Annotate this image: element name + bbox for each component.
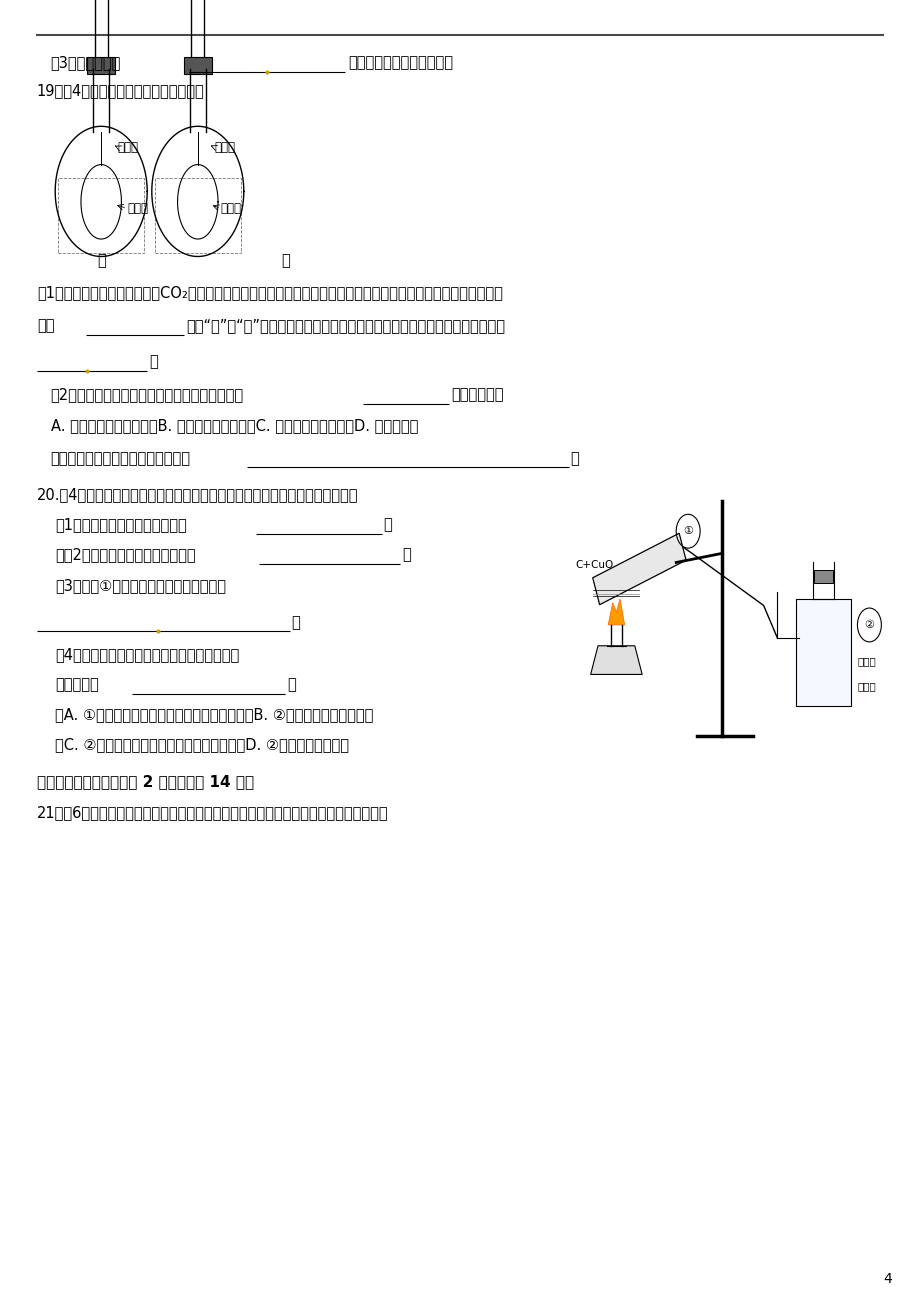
Polygon shape xyxy=(590,646,641,674)
Text: （1）酒精灯上加一网罩的作用是: （1）酒精灯上加一网罩的作用是 xyxy=(55,517,187,533)
Text: 。: 。 xyxy=(287,677,296,693)
Text: 乙: 乙 xyxy=(280,253,289,268)
Text: ②: ② xyxy=(864,620,873,630)
Text: A. ①中黑色粉末变成红色　　　　　　　　　B. ②中澄清的石灰水变浑濁: A. ①中黑色粉末变成红色 B. ②中澄清的石灰水变浑濁 xyxy=(55,707,373,723)
Polygon shape xyxy=(607,599,624,625)
Text: C+CuO: C+CuO xyxy=(574,560,613,570)
Text: （填序号）: （填序号） xyxy=(55,677,99,693)
Polygon shape xyxy=(592,534,686,604)
Text: 21．（6分）用集气瓶可以完成多种实验。请根据如下实验装置示意图，回答有关问题：: 21．（6分）用集气瓶可以完成多种实验。请根据如下实验装置示意图，回答有关问题： xyxy=(37,805,388,820)
Text: ；: ； xyxy=(149,354,158,370)
Text: 反应（填基本反应类型）。: 反应（填基本反应类型）。 xyxy=(347,55,452,70)
Text: 。: 。 xyxy=(570,450,579,466)
Text: 石灰水: 石灰水 xyxy=(857,681,875,691)
Text: （4）最能说明试管中反应已完成的实验现象是: （4）最能说明试管中反应已完成的实验现象是 xyxy=(55,647,239,663)
Text: 看到: 看到 xyxy=(37,318,54,333)
Text: 20.（4分）如图为用过量的木炭还原氧化铜的实验装置。请回答下列有关问题：: 20.（4分）如图为用过量的木炭还原氧化铜的实验装置。请回答下列有关问题： xyxy=(37,487,357,503)
Text: （1）在甲、乙两个充满干燥的CO₂气体的烧瓶中，甲中滴加澄清的石灰水，乙中滴加等体积等浓度的氯氧化钓溶液，: （1）在甲、乙两个充满干燥的CO₂气体的烧瓶中，甲中滴加澄清的石灰水，乙中滴加等… xyxy=(37,285,502,301)
Text: 小气球: 小气球 xyxy=(221,202,242,215)
Text: （3）写出①中发生的反应的化学方程式是: （3）写出①中发生的反应的化学方程式是 xyxy=(55,578,226,594)
Text: （填序号），: （填序号）， xyxy=(450,387,503,402)
Text: ；: ； xyxy=(291,615,301,630)
Polygon shape xyxy=(184,57,211,74)
Text: 小气球: 小气球 xyxy=(127,202,148,215)
Text: C. ②中还有气泡冒出　　　　　　　　　　D. ②中不再有气泡冒出: C. ②中还有气泡冒出 D. ②中不再有气泡冒出 xyxy=(55,737,349,753)
Polygon shape xyxy=(87,57,115,74)
Text: 三、实验题（本大题包括 2 个小题，共 14 分）: 三、实验题（本大题包括 2 个小题，共 14 分） xyxy=(37,773,254,789)
Text: ；: ； xyxy=(402,547,411,562)
Polygon shape xyxy=(813,570,832,583)
Text: 澄清的: 澄清的 xyxy=(857,656,875,667)
Text: 19．（4分）如图所示，回答下列问题。: 19．（4分）如图所示，回答下列问题。 xyxy=(37,83,204,99)
Text: （2）实验过程中观察到的现象是: （2）实验过程中观察到的现象是 xyxy=(55,547,196,562)
Text: （填“甲”或“乙”）中的气球变得更大，写出乙中发生的化学反应的化学方程式是: （填“甲”或“乙”）中的气球变得更大，写出乙中发生的化学反应的化学方程式是 xyxy=(186,318,505,333)
Text: 玻璃管: 玻璃管 xyxy=(214,141,235,154)
Text: 玻璃管: 玻璃管 xyxy=(118,141,139,154)
Polygon shape xyxy=(795,599,850,706)
Text: 甲: 甲 xyxy=(96,253,106,268)
Text: （3）该反应属于: （3）该反应属于 xyxy=(51,55,120,70)
Text: （2）然后继续向乙中滴加稀盐酸，看到的现象是: （2）然后继续向乙中滴加稀盐酸，看到的现象是 xyxy=(51,387,244,402)
Text: A. 气球变得更大　　　　B. 气球变小　　　　　C. 有气泡产生　　　　D. 有沉淠生成: A. 气球变得更大 B. 气球变小 C. 有气泡产生 D. 有沉淠生成 xyxy=(51,418,417,434)
Text: ；: ； xyxy=(383,517,392,533)
Text: 4: 4 xyxy=(882,1272,891,1285)
Text: 此时发生的化学反应的化学方程式是: 此时发生的化学反应的化学方程式是 xyxy=(51,450,190,466)
Text: ①: ① xyxy=(683,526,692,536)
